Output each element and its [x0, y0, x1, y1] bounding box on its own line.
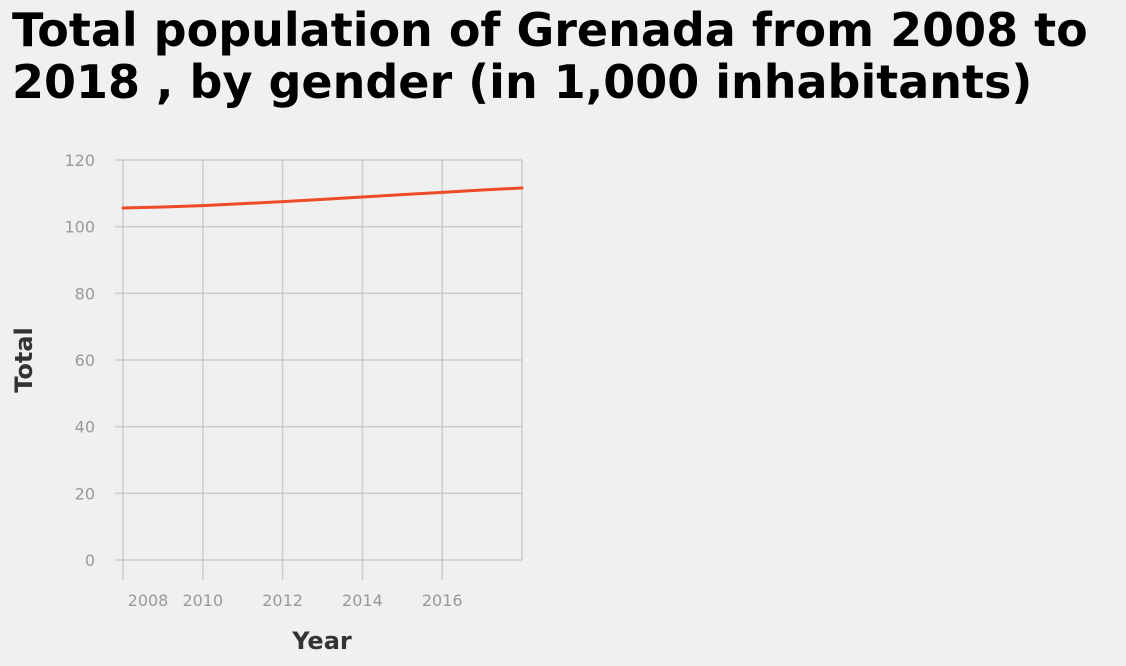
y-tick-label: 60 — [75, 351, 95, 370]
x-axis-title: Year — [291, 627, 352, 655]
y-tick-label: 0 — [85, 551, 95, 570]
x-tick-label: 2008 — [128, 591, 169, 610]
series-line — [121, 186, 524, 210]
x-tick-label: 2014 — [342, 591, 383, 610]
y-tick-label: 20 — [75, 484, 95, 503]
x-tick-label: 2010 — [182, 591, 223, 610]
grid — [115, 159, 523, 580]
y-tick-label: 100 — [64, 218, 95, 237]
y-axis-title: Total — [10, 327, 38, 393]
y-tick-label: 40 — [75, 418, 95, 437]
y-tick-label: 120 — [64, 151, 95, 170]
x-tick-label: 2016 — [422, 591, 463, 610]
y-tick-label: 80 — [75, 284, 95, 303]
series-layer — [121, 186, 524, 210]
x-tick-label: 2012 — [262, 591, 303, 610]
tick-labels: 0 20 40 60 80 100 120 2008 2010 2012 2014 2016 — [64, 151, 462, 610]
chart-title: Total population of Grenada from 2008 to… — [12, 3, 1088, 109]
